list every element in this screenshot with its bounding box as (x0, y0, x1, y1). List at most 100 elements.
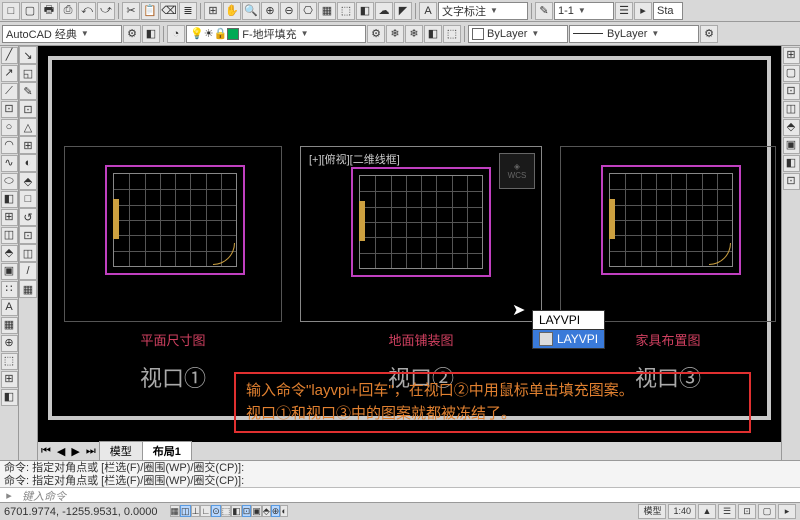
tb1-paste-icon[interactable]: 📋 (141, 2, 159, 20)
lt1-19-icon[interactable]: ◧ (1, 389, 18, 406)
drawing-canvas[interactable]: 平面尺寸图 视口① [+][俯视][二维线框] ◈WCS 地面铺装图 视口② (38, 46, 781, 460)
lt1-2-icon[interactable]: ⟋ (1, 83, 18, 100)
status-toggle-9[interactable]: ⬘ (262, 505, 271, 517)
lt2-13-icon[interactable]: ▦ (19, 280, 37, 298)
tb2-gear-icon[interactable]: ⚙ (123, 25, 141, 43)
lt1-5-icon[interactable]: ◠ (1, 137, 18, 154)
tb1-zoomout-icon[interactable]: ⊖ (280, 2, 298, 20)
tb1-win-icon[interactable]: ◧ (356, 2, 374, 20)
status-toggle-1[interactable]: ◫ (180, 505, 191, 517)
tb1-arrow-icon[interactable]: ◤ (394, 2, 412, 20)
status-toggle-7[interactable]: ⊡ (242, 505, 252, 517)
tab-layout1[interactable]: 布局1 (142, 441, 192, 461)
tb1-more-icon[interactable]: ▸ (634, 2, 652, 20)
lt1-0-icon[interactable]: ╱ (1, 47, 18, 64)
command-input-row[interactable]: ▸ 键入命令 (0, 487, 800, 503)
tb1-save-icon[interactable]: 🖶 (40, 2, 58, 20)
rt-1-icon[interactable]: ▢ (783, 65, 800, 82)
status-toggle-10[interactable]: ⊕ (271, 505, 281, 517)
layer-tool3-icon[interactable]: ⬚ (443, 25, 461, 43)
tb1-open-icon[interactable]: ▢ (21, 2, 39, 20)
status-scale[interactable]: 1:40 (668, 504, 696, 519)
lt2-0-icon[interactable]: ↘ (19, 46, 37, 64)
tb1-print-icon[interactable]: ⎙ (59, 2, 77, 20)
lt1-18-icon[interactable]: ⊞ (1, 371, 18, 388)
status-toggle-6[interactable]: ◧ (231, 505, 242, 517)
lt2-12-icon[interactable]: / (19, 262, 37, 280)
tb1-rect-icon[interactable]: ⬚ (337, 2, 355, 20)
lt2-11-icon[interactable]: ◫ (19, 244, 37, 262)
viewport-3[interactable]: 家具布置图 视口③ (560, 146, 776, 322)
lt1-17-icon[interactable]: ⬚ (1, 353, 18, 370)
tb1-list-icon[interactable]: ≣ (179, 2, 197, 20)
tb1-anno-icon[interactable]: A (419, 2, 437, 20)
lt1-11-icon[interactable]: ⬘ (1, 245, 18, 262)
lt1-13-icon[interactable]: ∷ (1, 281, 18, 298)
tb1-zoomin-icon[interactable]: ⊕ (261, 2, 279, 20)
lt1-12-icon[interactable]: ▣ (1, 263, 18, 280)
lt2-1-icon[interactable]: ◱ (19, 64, 37, 82)
lt1-3-icon[interactable]: ⊡ (1, 101, 18, 118)
lt1-15-icon[interactable]: ▦ (1, 317, 18, 334)
layer-freeze1-icon[interactable]: ❄ (386, 25, 404, 43)
tb1-cloud-icon[interactable]: ☁ (375, 2, 393, 20)
status-r3-icon[interactable]: ⊡ (738, 504, 756, 519)
status-toggle-5[interactable]: ⬚ (221, 505, 232, 517)
lt2-8-icon[interactable]: □ (19, 190, 37, 208)
lt2-9-icon[interactable]: ↺ (19, 208, 37, 226)
tb1-pan-icon[interactable]: ⊞ (204, 2, 222, 20)
status-r1-icon[interactable]: ▲ (698, 504, 716, 519)
command-autocomplete[interactable]: LAYVPI LAYVPI (532, 310, 605, 349)
tb1-pen-icon[interactable]: ✎ (535, 2, 553, 20)
lt1-8-icon[interactable]: ◧ (1, 191, 18, 208)
viewcube[interactable]: ◈WCS (499, 153, 535, 189)
cmd-arrow-icon[interactable]: ▸ (0, 489, 18, 502)
status-toggle-3[interactable]: ∟ (200, 505, 211, 517)
lt1-16-icon[interactable]: ⊕ (1, 335, 18, 352)
lt1-6-icon[interactable]: ∿ (1, 155, 18, 172)
status-model-space[interactable]: 模型 (638, 504, 666, 519)
layer-tool2-icon[interactable]: ◧ (424, 25, 442, 43)
layer-tool1-icon[interactable]: ⚙ (367, 25, 385, 43)
rt-3-icon[interactable]: ◫ (783, 101, 800, 118)
lt1-14-icon[interactable]: A (1, 299, 18, 316)
tb1-zoomext-icon[interactable]: ⎔ (299, 2, 317, 20)
tb1-grid-icon[interactable]: ▦ (318, 2, 336, 20)
rt-7-icon[interactable]: ⊡ (783, 173, 800, 190)
rt-2-icon[interactable]: ⊡ (783, 83, 800, 100)
tab-nav-last-icon[interactable]: ⏭ (83, 445, 99, 458)
lt1-1-icon[interactable]: ↗ (1, 65, 18, 82)
tab-model[interactable]: 模型 (99, 441, 143, 461)
sta-combo[interactable]: Sta (653, 2, 683, 20)
tab-nav-next-icon[interactable]: ▶ (68, 445, 82, 458)
tb2-x-icon[interactable]: ◧ (142, 25, 160, 43)
status-toggle-11[interactable]: ◐ (280, 505, 287, 517)
lt1-4-icon[interactable]: ○ (1, 119, 18, 136)
status-r5-icon[interactable]: ▸ (778, 504, 796, 519)
status-toggle-8[interactable]: ▣ (251, 505, 262, 517)
status-r2-icon[interactable]: ☰ (718, 504, 736, 519)
status-toggle-2[interactable]: ⊥ (191, 505, 201, 517)
tb1-redo-icon[interactable]: ⤻ (97, 2, 115, 20)
tb1-menu-icon[interactable]: ☰ (615, 2, 633, 20)
tb1-erase-icon[interactable]: ⌫ (160, 2, 178, 20)
scale-combo[interactable]: 1-1▼ (554, 2, 614, 20)
rt-4-icon[interactable]: ⬘ (783, 119, 800, 136)
lt1-7-icon[interactable]: ⬭ (1, 173, 18, 190)
tab-nav-prev-icon[interactable]: ◀ (54, 445, 68, 458)
viewport-1[interactable]: 平面尺寸图 视口① (64, 146, 282, 322)
lt2-7-icon[interactable]: ⬘ (19, 172, 37, 190)
tb2-gear2-icon[interactable]: ⚙ (700, 25, 718, 43)
ac-suggestion[interactable]: LAYVPI (533, 330, 604, 348)
status-toggle-0[interactable]: ▦ (170, 505, 181, 517)
viewport-2[interactable]: [+][俯视][二维线框] ◈WCS 地面铺装图 视口② (300, 146, 542, 322)
lt2-3-icon[interactable]: ⊡ (19, 100, 37, 118)
workspace-combo[interactable]: AutoCAD 经典▼ (2, 25, 122, 43)
rt-6-icon[interactable]: ◧ (783, 155, 800, 172)
annotation-style-combo[interactable]: 文字标注▼ (438, 2, 528, 20)
tb1-undo-icon[interactable]: ⤺ (78, 2, 96, 20)
linetype-combo[interactable]: ByLayer▼ (569, 25, 699, 43)
lt2-2-icon[interactable]: ✎ (19, 82, 37, 100)
vp2-top-label[interactable]: [+][俯视][二维线框] (309, 151, 400, 167)
lt2-6-icon[interactable]: ◐ (19, 154, 37, 172)
